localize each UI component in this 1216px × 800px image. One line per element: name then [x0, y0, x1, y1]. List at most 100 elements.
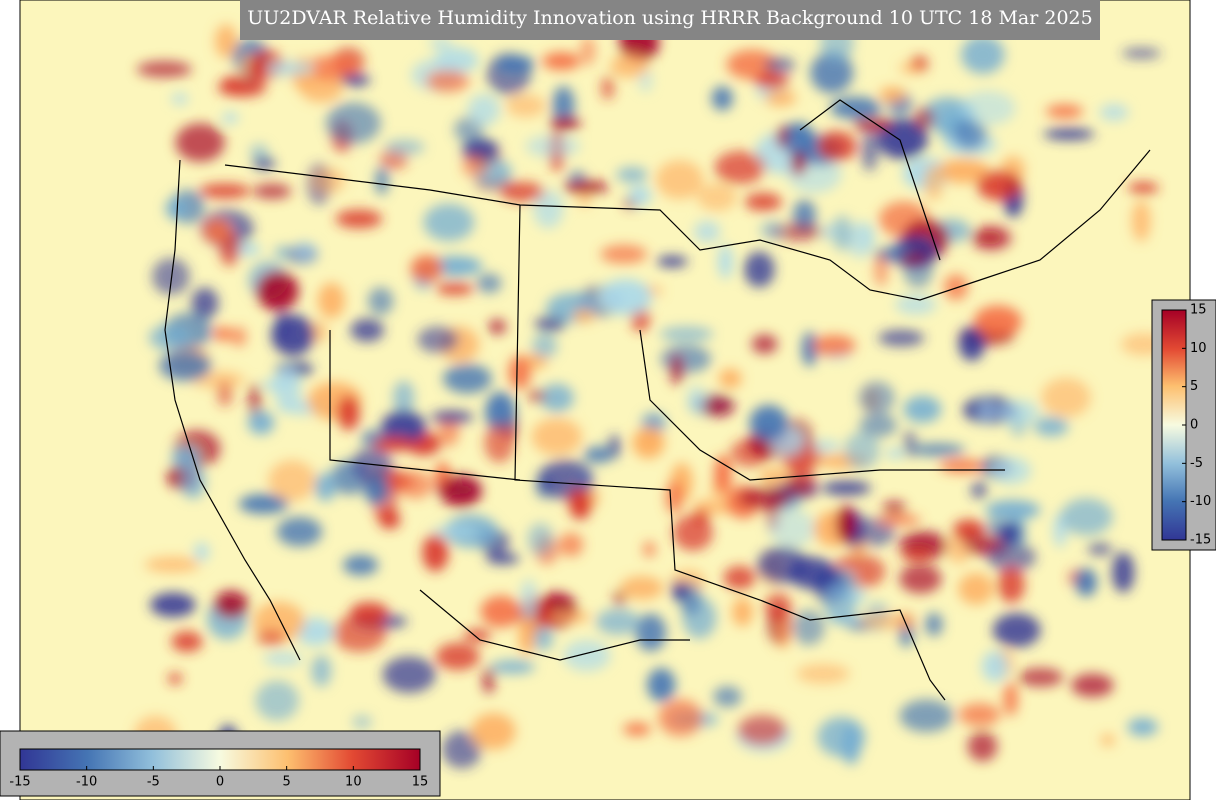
field-blob — [718, 368, 742, 389]
field-blob — [997, 566, 1025, 603]
colorbar-tick-label: 15 — [412, 775, 429, 790]
field-blob — [958, 326, 985, 361]
field-blob — [198, 183, 251, 199]
colorbar-tick-label: 10 — [1190, 341, 1207, 356]
field-blob — [665, 480, 684, 515]
field-blob — [255, 680, 300, 721]
field-blob — [247, 410, 275, 435]
field-blob — [723, 565, 756, 590]
field-blob — [480, 595, 522, 628]
field-blob — [488, 319, 507, 335]
field-blob — [967, 731, 998, 762]
field-blob — [335, 209, 383, 229]
field-blob — [844, 431, 880, 470]
field-blob — [439, 474, 483, 508]
field-blob — [910, 443, 966, 456]
field-blob — [790, 150, 807, 176]
field-blob — [754, 74, 790, 88]
field-blob — [314, 472, 337, 502]
field-blob — [268, 460, 316, 502]
field-blob — [878, 329, 925, 347]
colorbar-tick-label: -5 — [1190, 456, 1203, 471]
field-blob — [435, 282, 474, 296]
field-blob — [558, 532, 584, 557]
field-blob — [960, 35, 1005, 75]
field-blob — [687, 384, 705, 414]
field-blob — [672, 514, 713, 551]
field-blob — [817, 130, 857, 162]
field-blob — [231, 326, 247, 347]
field-blob — [1043, 128, 1095, 140]
field-blob — [659, 326, 714, 342]
field-blob — [482, 667, 495, 694]
field-blob — [431, 525, 478, 538]
field-blob — [992, 613, 1041, 648]
field-blob — [952, 519, 985, 540]
field-blob — [292, 241, 318, 263]
field-blob — [860, 223, 875, 251]
field-blob — [953, 119, 987, 151]
field-blob — [812, 334, 856, 357]
field-blob — [573, 309, 595, 323]
field-blob — [508, 355, 532, 390]
field-blob — [1111, 551, 1135, 593]
field-blob — [191, 287, 219, 319]
field-blob — [256, 629, 286, 647]
field-blob — [898, 252, 928, 265]
field-blob — [976, 170, 1022, 201]
field-blob — [647, 668, 676, 702]
field-blob — [171, 93, 188, 105]
field-blob — [1003, 681, 1018, 717]
colorbar-tick-label: -15 — [9, 775, 30, 790]
field-blob — [879, 86, 906, 103]
colorbar-tick-label: 5 — [1190, 379, 1198, 394]
field-blob — [900, 549, 934, 562]
field-blob — [248, 383, 262, 419]
field-blob — [986, 542, 1037, 572]
field-blob — [410, 254, 443, 283]
field-blob — [430, 410, 474, 424]
field-blob — [620, 576, 664, 600]
field-blob — [441, 730, 482, 769]
field-blob — [632, 427, 665, 459]
field-blob — [810, 439, 841, 453]
field-blob — [364, 475, 389, 505]
field-blob — [991, 457, 1031, 485]
field-blob — [830, 96, 882, 120]
field-blob — [342, 554, 379, 576]
field-blob — [527, 523, 554, 556]
field-blob — [760, 221, 785, 239]
colorbar-tick-label: 10 — [345, 775, 362, 790]
field-blob — [336, 395, 360, 431]
field-blob — [372, 436, 416, 452]
field-blob — [656, 256, 688, 267]
field-blob — [764, 56, 796, 74]
field-blob — [272, 365, 302, 407]
field-blob — [518, 618, 535, 655]
field-blob — [996, 399, 1040, 425]
field-blob — [467, 94, 501, 126]
field-blob — [580, 36, 596, 66]
field-blob — [332, 614, 387, 653]
field-blob — [263, 652, 303, 666]
field-blob — [859, 613, 915, 630]
colorbar-tick-label: 0 — [1190, 418, 1198, 433]
field-blob — [913, 107, 935, 131]
colorbar-ticks: -15 -10 -5 0 5 10 15 15 10 5 0 -5 -10 -15 — [9, 303, 1211, 790]
field-blob — [425, 70, 470, 93]
field-blob — [903, 429, 917, 458]
field-blob — [171, 631, 203, 653]
field-blob — [958, 703, 1001, 727]
field-blob — [435, 642, 480, 671]
field-blob — [384, 139, 425, 155]
field-blob — [533, 189, 564, 229]
colorbar-tick-label: -10 — [1190, 494, 1211, 509]
field-blob — [616, 167, 648, 183]
field-blob — [623, 722, 651, 736]
field-blob — [835, 505, 857, 543]
field-blob — [550, 117, 581, 130]
field-blob — [252, 183, 292, 200]
field-blob — [660, 344, 712, 373]
field-blob — [981, 650, 1009, 682]
